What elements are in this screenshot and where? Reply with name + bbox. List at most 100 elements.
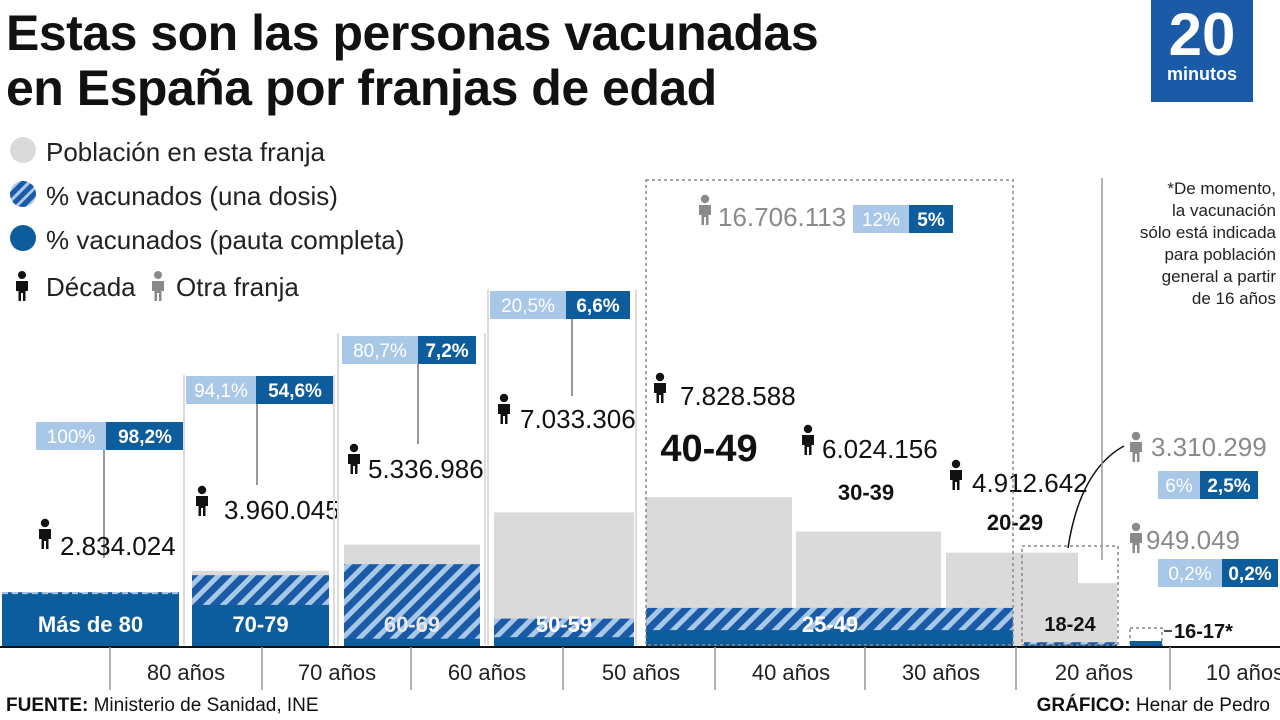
footnote-line: para población [1164,245,1276,264]
one-dose-badge [1158,559,1222,587]
person-icon-head [655,372,665,382]
bar-category-label: 60-69 [384,612,440,637]
credit-label: GRÁFICO: [1036,695,1131,716]
bar-category-label: 16-17* [1174,621,1233,643]
page-title: Estas son las personas vacunadas en Espa… [6,5,819,116]
one-dose-badge [1158,471,1200,499]
person-gray-icon-head [1131,522,1141,532]
bar-category-label: 25-49 [802,612,858,637]
one-dose-pct-label: 80,7% [353,341,407,362]
population-label: 7.828.588 [680,381,796,411]
full-dose-badge [106,422,184,450]
full-pct-label: 54,6% [268,381,322,402]
person-icon [654,383,666,403]
bar-category-label: 40-49 [660,428,757,470]
bar-category-label: 50-59 [536,612,592,637]
person-icon [348,454,360,474]
title-line-1: Estas son las personas vacunadas [6,5,819,61]
full-pct-label: 2,5% [1207,476,1250,497]
x-tick-label: 50 años [602,660,680,685]
one-dose-pct-label: 6% [1165,476,1193,497]
x-tick-label: 80 años [147,660,225,685]
one-dose-pct-label: 100% [47,427,96,448]
full-pct-label: 7,2% [425,341,468,362]
bar-category-label: 18-24 [1044,614,1096,636]
combined-group-box [645,179,1014,646]
full-dose-bar [1130,641,1162,646]
graphic-credit: GRÁFICO: Henar de Pedro [1037,694,1270,718]
population-label: 3.310.299 [1151,432,1267,462]
full-dose-bar [2,593,179,646]
one-dose-badge [36,422,106,450]
full-dose-badge [418,336,476,364]
brand-logo: 20 minutos [1151,0,1253,102]
circle-swatch-icon [10,137,36,163]
source-text: Ministerio de Sanidad, INE [88,695,319,716]
person-icon [16,271,28,301]
population-label: 7.033.306 [520,404,636,434]
x-tick-label: 10 años [1206,660,1280,685]
person-gray-icon-head [700,194,710,204]
full-dose-bar [344,638,480,646]
full-dose-bar [494,637,634,646]
hatched-swatch-icon [10,181,36,207]
bar-category-label: 70-79 [232,612,288,637]
x-tick-label: 60 años [448,660,526,685]
box-border [487,290,637,645]
bar-category-label: 30-39 [838,480,894,505]
group-box-18-24 [1021,545,1119,646]
person-icon-head [951,459,961,469]
population-bar [1024,583,1117,646]
person-icon [802,435,814,455]
x-tick-label: 30 años [902,660,980,685]
one-dose-badge [490,291,566,319]
title-line-2: en España por franjas de edad [6,60,717,116]
population-label: 949.049 [1146,525,1240,555]
person-icon-head [499,393,509,403]
logo-word: minutos [1167,64,1237,84]
callout-line [1067,445,1125,549]
logo-number: 20 [1168,1,1236,68]
full-dose-badge [256,376,334,404]
one-dose-pct-label: 0,2% [1168,564,1211,585]
population-label: 4.912.642 [972,468,1088,498]
x-tick-label: 70 años [298,660,376,685]
full-pct-label: 0,2% [1228,564,1271,585]
box-border [337,333,486,645]
footnote: *De momento, la vacunación sólo está ind… [1100,178,1276,310]
one-dose-bar [344,564,480,646]
box-border [183,375,335,645]
full-dose-bar [192,604,329,646]
full-dose-badge [909,205,953,233]
one-dose-badge [342,336,418,364]
population-label: 5.336.986 [368,454,484,484]
full-dose-bar [646,630,1013,646]
person-gray-icon [1130,442,1142,462]
bar-category-label: Más de 80 [38,612,143,637]
one-dose-pct-label: 94,1% [194,381,248,402]
legend-label-one-dose: % vacunados (una dosis) [46,181,338,211]
legend-label-decade: Década [46,272,136,302]
legend-label-other: Otra franja [176,272,299,302]
person-icon-head [803,424,813,434]
footnote-line: general a partir [1161,267,1276,286]
full-pct-label: 98,2% [118,427,172,448]
full-dose-badge [1200,471,1258,499]
population-label: 2.834.024 [60,531,176,561]
one-dose-pct-label: 20,5% [501,296,555,317]
person-icon [196,496,208,516]
one-dose-badge [186,376,256,404]
population-label: 3.960.045 [224,495,340,525]
footnote-line: sólo está indicada [1139,223,1276,242]
x-tick-label: 40 años [752,660,830,685]
bar-category-label: 20-29 [987,510,1043,535]
one-dose-pct-label: 12% [862,210,900,231]
person-icon [950,470,962,490]
person-gray-icon-head [1131,431,1141,441]
full-pct-label: 6,6% [576,296,619,317]
legend-label-population: Población en esta franja [46,137,325,167]
source-label: FUENTE: [6,695,89,716]
source-credit: FUENTE: Ministerio de Sanidad, INE [6,694,319,718]
x-tick-label: 20 años [1055,660,1133,685]
